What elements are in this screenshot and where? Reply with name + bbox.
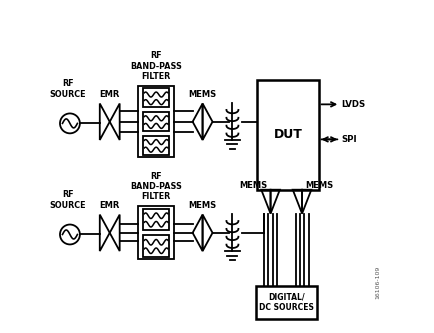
Bar	[143, 209, 169, 230]
Text: MEMS: MEMS	[239, 181, 266, 190]
Text: SPI: SPI	[340, 135, 356, 144]
Text: MEMS: MEMS	[188, 90, 216, 99]
Bar	[143, 235, 169, 257]
Text: RF
SOURCE: RF SOURCE	[49, 79, 85, 99]
Text: EMR: EMR	[99, 90, 120, 99]
Text: LVDS: LVDS	[340, 100, 365, 109]
Text: RF
BAND-PASS
FILTER: RF BAND-PASS FILTER	[130, 171, 182, 201]
Text: RF
BAND-PASS
FILTER: RF BAND-PASS FILTER	[130, 51, 182, 81]
Text: MEMS: MEMS	[188, 200, 216, 209]
Bar	[143, 136, 169, 155]
Text: MEMS: MEMS	[305, 181, 333, 190]
Text: 16106-109: 16106-109	[375, 266, 380, 299]
Bar	[256, 80, 318, 190]
Text: RF
SOURCE: RF SOURCE	[49, 190, 85, 209]
Bar	[138, 86, 174, 158]
Text: EMR: EMR	[99, 200, 120, 209]
Text: DUT: DUT	[273, 129, 302, 142]
Bar	[255, 286, 316, 319]
Text: DIGITAL/
DC SOURCES: DIGITAL/ DC SOURCES	[258, 293, 313, 312]
Bar	[143, 112, 169, 131]
Bar	[138, 206, 174, 259]
Bar	[143, 89, 169, 108]
